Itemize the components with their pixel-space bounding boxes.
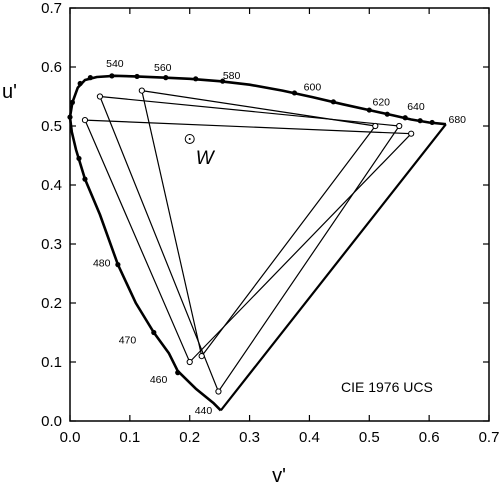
white-point-center <box>188 137 191 140</box>
wavelength-marker <box>115 262 121 268</box>
chart-annotation: CIE 1976 UCS <box>341 379 433 395</box>
wavelength-marker <box>69 99 75 105</box>
wavelength-label: 480 <box>93 257 111 269</box>
spectral-locus <box>68 74 447 412</box>
gamut-triangle-1 <box>84 119 413 364</box>
wavelength-label: 620 <box>372 96 390 108</box>
x-tick-label: 0.5 <box>359 429 380 446</box>
wavelength-marker <box>175 370 181 376</box>
x-tick-label: 0.1 <box>119 429 140 446</box>
wavelength-label: 470 <box>119 335 137 347</box>
purple-line <box>219 123 447 412</box>
primary-point <box>81 117 89 124</box>
y-tick-label: 0.0 <box>41 413 62 430</box>
x-axis-label: v' <box>272 465 286 487</box>
gamut-triangle-3 <box>141 89 377 358</box>
wavelength-marker <box>429 119 435 126</box>
x-tick-label: 0.7 <box>479 429 500 446</box>
primary-point <box>138 87 145 94</box>
wavelength-marker <box>291 90 298 96</box>
wavelength-label: 460 <box>150 374 168 386</box>
x-tick-label: 0.0 <box>60 429 81 446</box>
y-tick-label: 0.4 <box>41 177 62 194</box>
wavelength-marker <box>193 76 199 82</box>
plot-frame <box>69 7 490 422</box>
locus-markers <box>67 73 435 376</box>
primary-point <box>215 388 222 395</box>
x-tick-label: 0.4 <box>299 429 320 446</box>
wavelength-marker <box>109 73 115 79</box>
wavelength-label: 640 <box>407 101 425 113</box>
wavelength-marker <box>366 107 372 113</box>
wavelength-label: 540 <box>106 58 124 70</box>
x-tick-label: 0.2 <box>179 429 200 446</box>
primary-point <box>198 353 205 360</box>
wavelength-marker <box>330 99 336 105</box>
wavelength-label: 580 <box>223 70 241 82</box>
primary-point <box>408 130 415 137</box>
wavelength-marker <box>87 75 93 81</box>
primary-point <box>396 122 403 130</box>
y-tick-label: 0.3 <box>41 236 62 253</box>
wavelength-label: 560 <box>154 62 172 74</box>
wavelength-label: 440 <box>195 405 213 417</box>
wavelength-marker <box>77 80 83 87</box>
white-point-group: W <box>184 133 216 169</box>
gamut-triangles <box>81 87 415 395</box>
y-tick-label: 0.1 <box>41 354 62 371</box>
wavelength-marker <box>76 155 82 162</box>
wavelength-marker <box>134 73 140 80</box>
y-tick-label: 0.5 <box>41 118 62 135</box>
wavelength-labels: 540 560 580 600 620 640 680 480 470 460 440 <box>93 58 466 417</box>
x-tick-label: 0.3 <box>239 429 260 446</box>
plot-axes <box>69 7 490 422</box>
wavelength-marker <box>417 118 423 124</box>
y-tick-label: 0.2 <box>41 295 62 312</box>
y-axis-label: u' <box>2 81 17 103</box>
axis-ticks: 0.0 0.1 0.2 0.3 0.4 0.5 0.6 0.7 0.0 0.1 0.2 0.3 0.4 0… <box>41 0 499 446</box>
wavelength-marker <box>402 115 408 121</box>
wavelength-marker <box>163 75 169 81</box>
primary-point <box>372 122 379 130</box>
wavelength-marker <box>67 114 73 120</box>
wavelength-marker <box>82 176 88 182</box>
wavelength-label: 600 <box>304 82 322 94</box>
wavelength-marker <box>384 111 390 117</box>
spectral-locus-group <box>68 74 447 412</box>
gamut-triangle-2 <box>98 95 401 393</box>
white-point-label: W <box>196 148 216 169</box>
y-tick-label: 0.6 <box>41 59 62 76</box>
y-tick-label: 0.7 <box>41 0 62 17</box>
wavelength-label: 680 <box>449 114 467 126</box>
primary-point <box>186 358 193 366</box>
primary-point <box>96 93 104 100</box>
wavelength-marker <box>220 78 226 84</box>
wavelength-marker <box>151 329 157 336</box>
x-tick-label: 0.6 <box>419 429 440 446</box>
